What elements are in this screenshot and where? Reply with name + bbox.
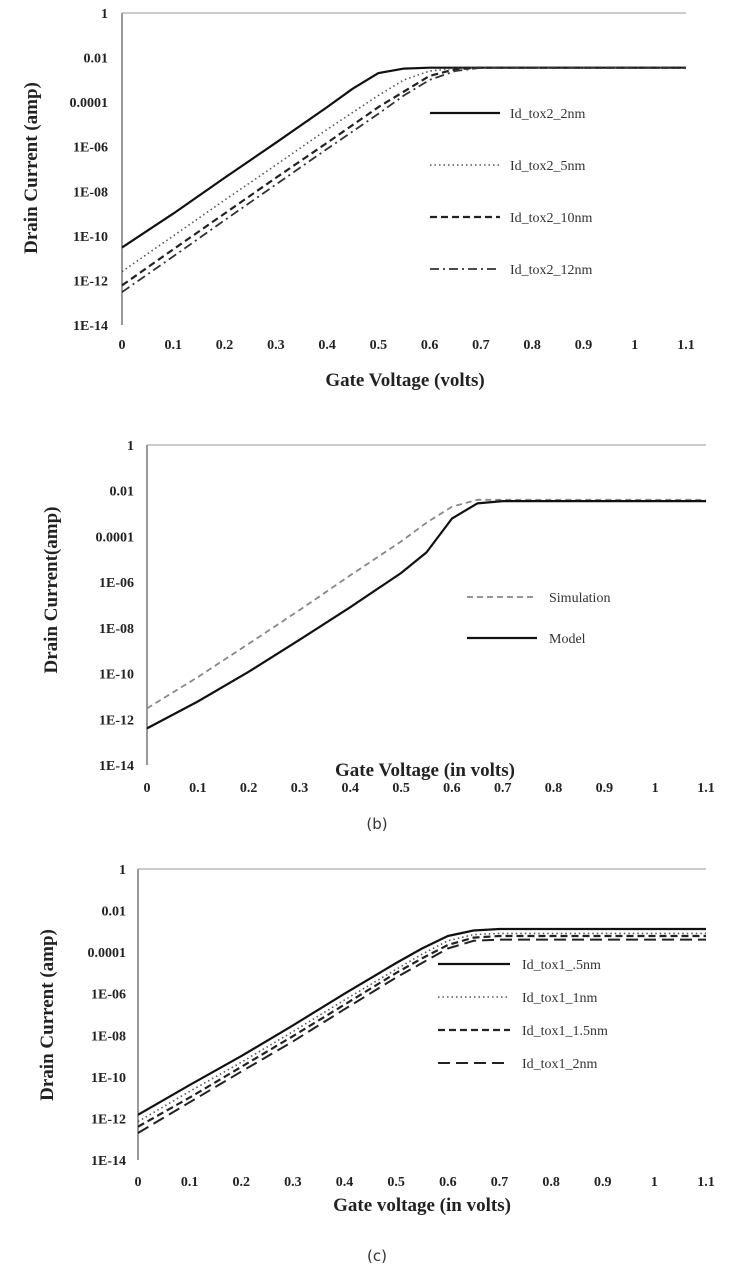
chart-panel-c: 1 0.01 0.0001 1E-06 1E-08 1E-10 1E-12 1E-14 0 0.1… [0,855,753,1240]
x-tick-label: 0.2 [216,338,234,353]
y-tick-label: 1E-12 [73,274,108,289]
chart-a-xlabel: Gate Voltage (volts) [325,370,485,391]
y-tick-label: 1E-06 [73,141,108,156]
y-tick-label: 1E-10 [73,230,108,245]
x-tick-label: 1 [651,1175,658,1190]
x-tick-label: 0 [144,781,151,796]
chart-c-ylabel: Drain Current (amp) [37,929,58,1101]
y-tick-label: 1E-10 [99,668,134,683]
legend-label: Id_tox2_2nm [510,107,586,122]
chart-panel-b: 1 0.01 0.0001 1E-06 1E-08 1E-10 1E-12 1E-14 0 0.1… [0,425,753,796]
x-tick-label: 0.8 [542,1175,560,1190]
y-tick-label: 0.01 [84,52,109,67]
y-tick-label: 1E-12 [99,713,134,728]
x-tick-label: 1.1 [677,338,695,353]
chart-b-svg: 1 0.01 0.0001 1E-06 1E-08 1E-10 1E-12 1E-14 0 0.1… [96,439,715,796]
chart-b-xlabel: Gate Voltage (in volts) [335,760,515,781]
x-tick-label: 0.5 [392,781,410,796]
legend-label: Id_tox1_1.5nm [522,1024,608,1039]
x-tick-label: 0.7 [491,1175,509,1190]
x-tick-label: 0.4 [318,338,336,353]
x-tick-label: 0.6 [439,1175,457,1190]
y-tick-label: 0.0001 [88,946,127,961]
caption-b: (b) [366,815,388,833]
legend-label: Id_tox2_12nm [510,263,593,278]
y-tick-label: 1E-14 [99,759,134,774]
legend-label: Model [549,632,586,647]
y-tick-label: 1E-08 [99,622,134,637]
x-tick-label: 0.6 [421,338,439,353]
y-tick-label: 1E-08 [73,185,108,200]
legend-label: Id_tox2_10nm [510,211,593,226]
x-tick-label: 0.3 [267,338,285,353]
caption-c: (c) [367,1247,387,1265]
x-tick-label: 0.9 [596,781,614,796]
series-line-1 [146,498,706,710]
x-tick-label: 1 [652,781,659,796]
y-tick-label: 1E-10 [91,1071,126,1086]
y-tick-label: 1 [127,439,134,454]
y-tick-label: 1 [119,863,126,878]
series-line-2 [137,932,706,1123]
x-tick-label: 0 [135,1175,142,1190]
x-tick-label: 0.4 [336,1175,354,1190]
y-tick-label: 0.0001 [70,96,109,111]
x-tick-label: 0.3 [284,1175,302,1190]
x-tick-label: 0.3 [291,781,309,796]
series-line-2 [146,499,706,730]
x-tick-label: 0.5 [387,1175,405,1190]
y-tick-label: 1E-06 [91,988,126,1003]
legend-label: Id_tox1_2nm [522,1057,598,1072]
y-tick-label: 1E-14 [73,319,108,334]
x-tick-label: 0.1 [165,338,183,353]
chart-b-ylabel: Drain Current(amp) [41,506,62,674]
series-line-4 [121,66,686,293]
y-tick-label: 1 [101,7,108,22]
series-line-1 [137,927,706,1116]
x-tick-label: 0.2 [240,781,258,796]
x-tick-label: 0.6 [443,781,461,796]
legend-label: Simulation [549,591,610,606]
legend-label: Id_tox2_5nm [510,159,586,174]
x-tick-label: 0.4 [342,781,360,796]
y-tick-label: 0.01 [110,485,135,500]
x-tick-label: 0.1 [189,781,207,796]
series-line-2 [121,66,686,273]
x-tick-label: 0.7 [472,338,490,353]
x-tick-label: 0.7 [494,781,512,796]
legend-label: Id_tox1_.5nm [522,958,601,973]
chart-panel-a: 1 0.01 0.0001 1E-06 1E-08 1E-10 1E-12 1E-14 0 0.1… [0,0,753,405]
chart-c-svg: 1 0.01 0.0001 1E-06 1E-08 1E-10 1E-12 1E-14 0 0.1… [88,863,715,1190]
series-line-3 [121,66,686,287]
series-line-4 [137,938,706,1134]
y-tick-label: 1E-08 [91,1029,126,1044]
y-tick-label: 0.01 [102,905,127,920]
y-tick-label: 1E-12 [91,1112,126,1127]
x-tick-label: 0.1 [181,1175,199,1190]
x-tick-label: 0.5 [370,338,388,353]
series-line-3 [137,934,706,1128]
chart-a-ylabel: Drain Current (amp) [21,82,42,254]
x-tick-label: 0 [119,338,126,353]
x-tick-label: 0.8 [523,338,541,353]
x-tick-label: 0.9 [575,338,593,353]
x-tick-label: 0.8 [545,781,563,796]
x-tick-label: 1.1 [697,781,715,796]
y-tick-label: 1E-06 [99,576,134,591]
chart-c-xlabel: Gate voltage (in volts) [333,1195,511,1216]
x-tick-label: 0.2 [233,1175,251,1190]
y-tick-label: 1E-14 [91,1154,126,1169]
x-tick-label: 0.9 [594,1175,612,1190]
chart-a-svg: 1 0.01 0.0001 1E-06 1E-08 1E-10 1E-12 1E-14 0 0.1… [70,7,695,353]
x-tick-label: 1.1 [697,1175,715,1190]
x-tick-label: 1 [631,338,638,353]
legend-label: Id_tox1_1nm [522,991,598,1006]
y-tick-label: 0.0001 [96,530,135,545]
